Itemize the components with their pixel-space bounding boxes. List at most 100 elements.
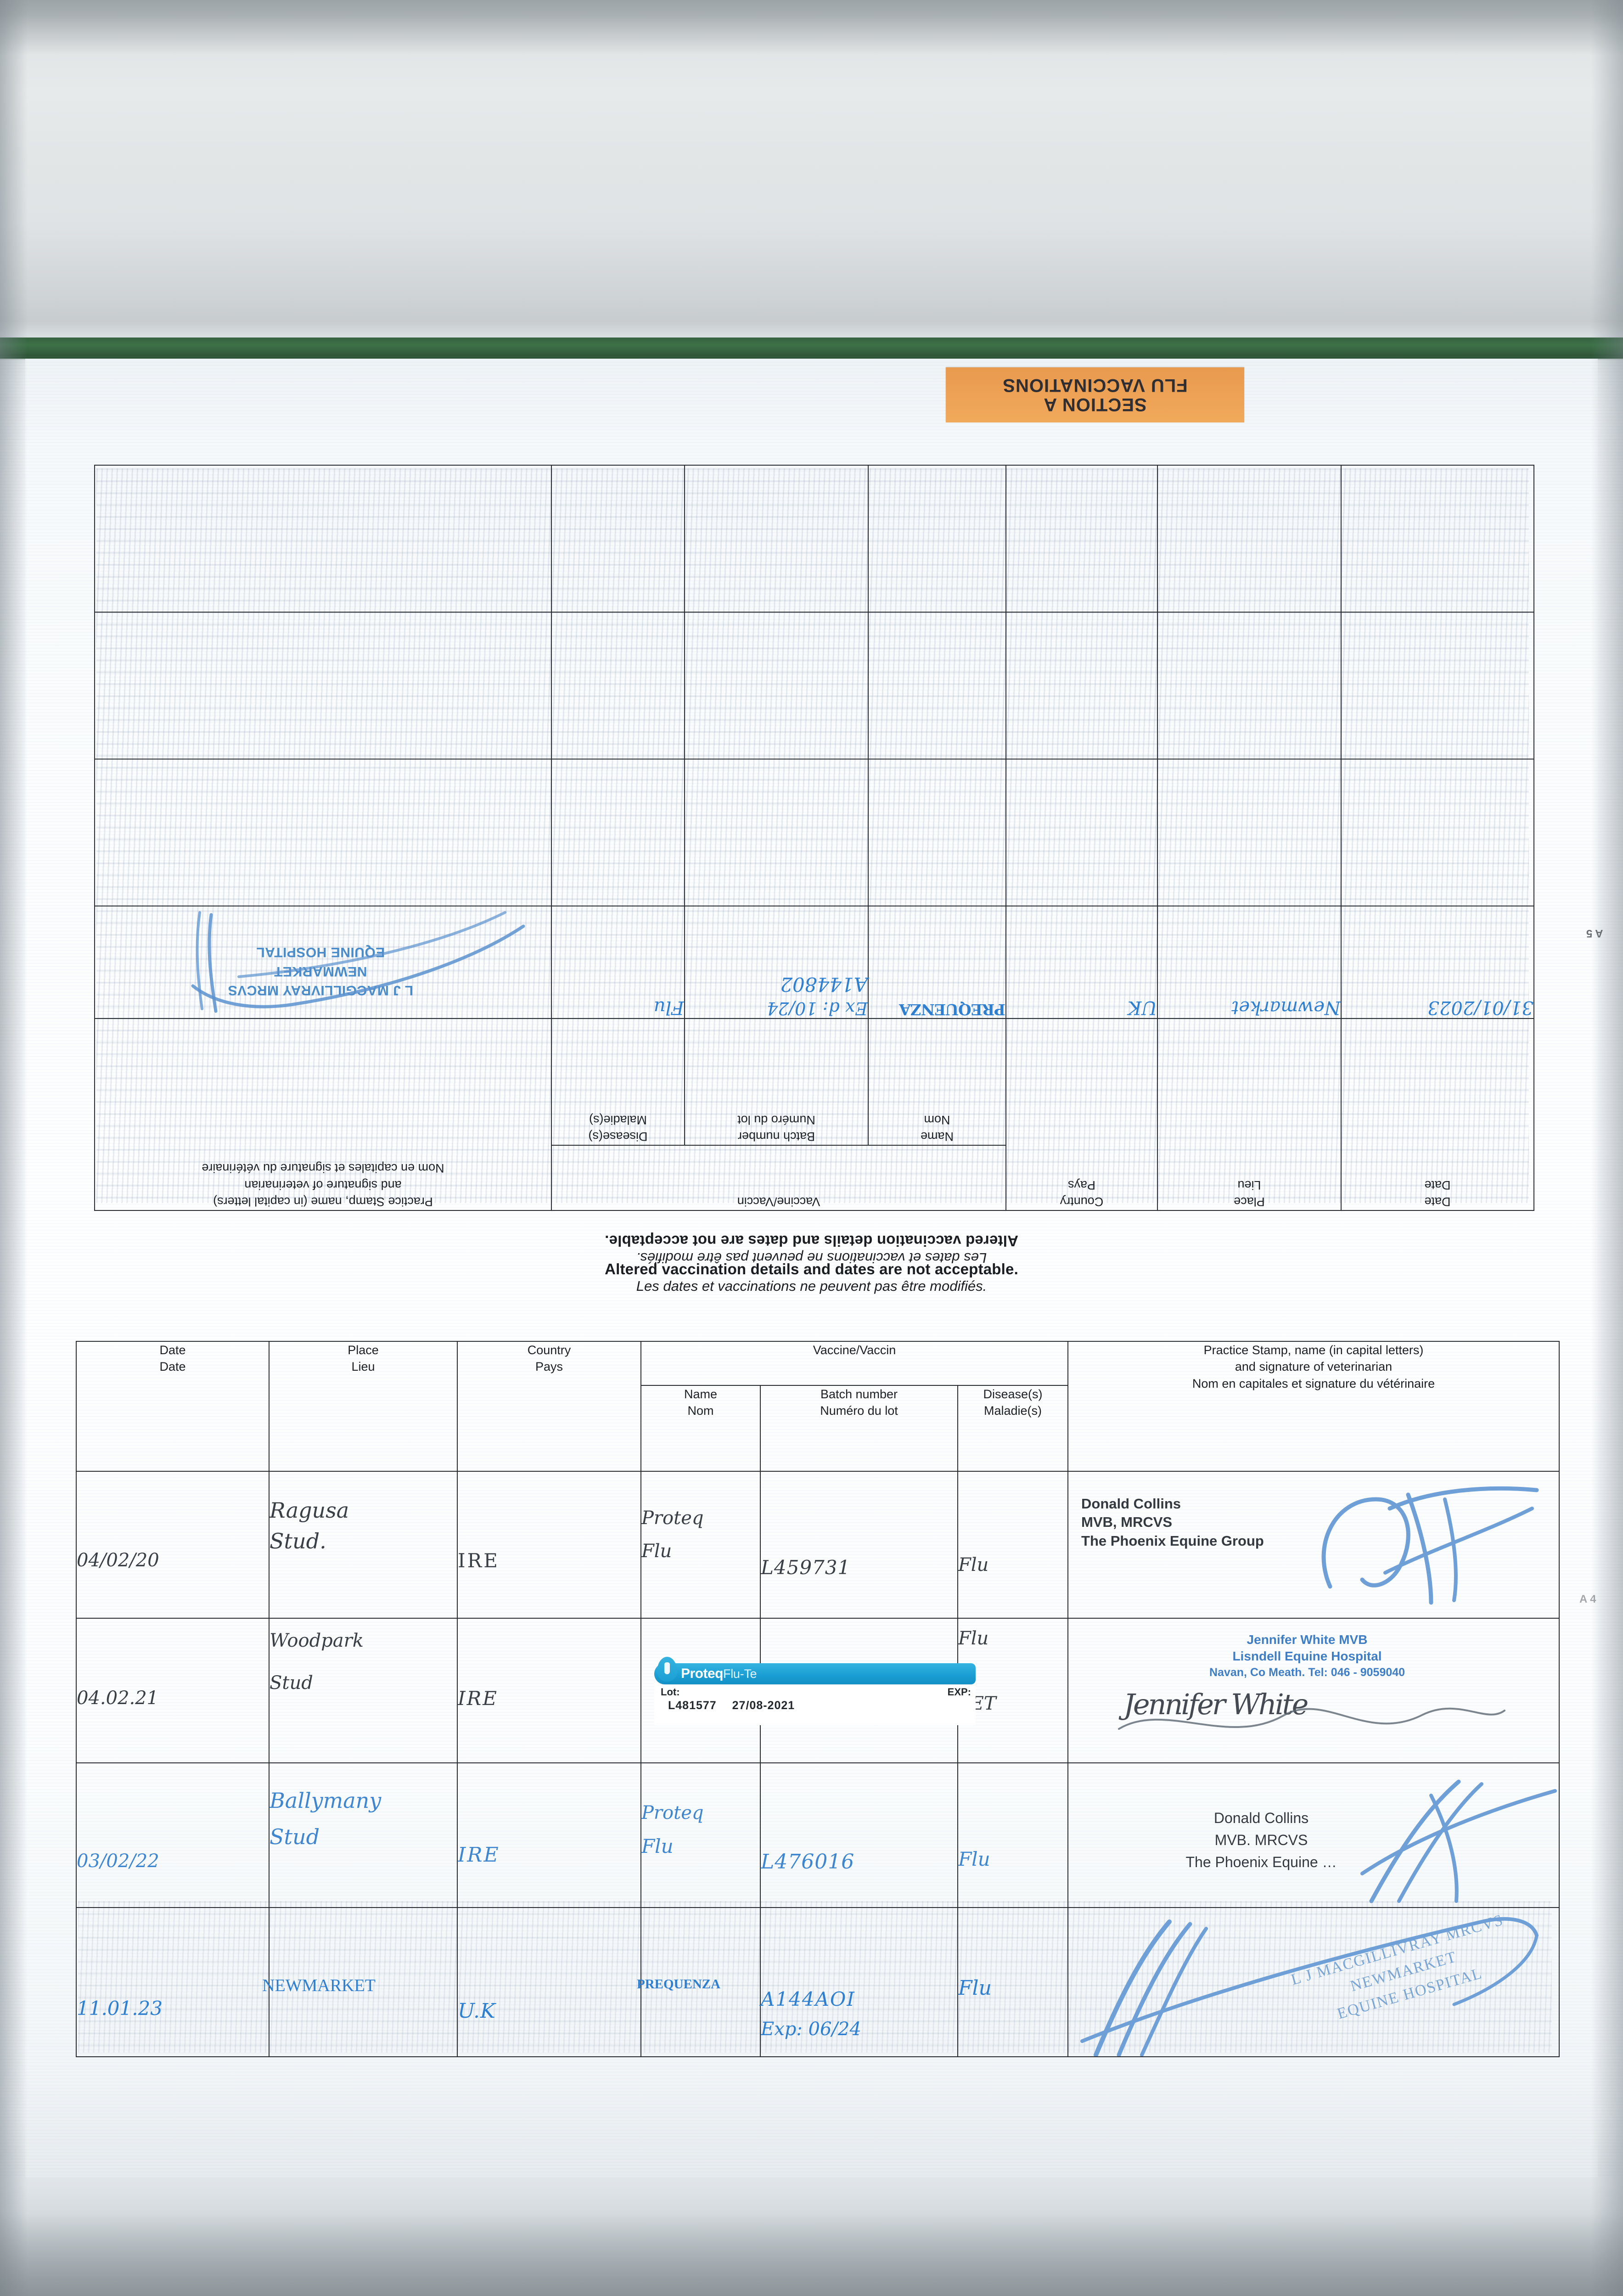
- cell-batch: L476016: [760, 1762, 958, 1908]
- table-row: 11.01.23 NEWMARKET U.K PREQUENZA A144AOI…: [76, 1907, 1560, 2057]
- table-row: 03/02/22 Ballymany Stud IRE Proteq Flu L…: [76, 1762, 1560, 1908]
- top-shadow: [0, 0, 1623, 55]
- header-country: Country Pays: [1006, 1019, 1158, 1210]
- warning-text-upside-down: Les dates et vaccinations ne peuvent pas…: [605, 1232, 1018, 1266]
- right-edge-shadow: [1591, 0, 1623, 2296]
- cell-date: 04/02/20: [76, 1471, 270, 1619]
- vaccine-sticker: Proteq Flu-Te Lot: EXP: L481577 27/08-20…: [654, 1657, 976, 1725]
- stamp-text: L J MACGILLIVRAY MRCVS NEWMARKET EQUINE …: [1289, 1911, 1505, 2022]
- section-tab-line1: SECTION A: [1043, 394, 1147, 415]
- cell-country: U.K: [457, 1907, 641, 2057]
- cell-country: IRE: [457, 1762, 641, 1908]
- sticker-labels: Lot: EXP:: [654, 1684, 976, 1698]
- bottom-shadow: [0, 2213, 1623, 2296]
- header-vaccine-group: Vaccine/Vaccin: [551, 1145, 1006, 1210]
- cell-vaccine-name: Proteq Flu: [640, 1471, 761, 1619]
- cell-place: Newmarket: [1157, 906, 1342, 1019]
- warning-text: Altered vaccination details and dates ar…: [605, 1261, 1018, 1294]
- header-practice-stamp: Practice Stamp, name (in capital letters…: [95, 1019, 551, 1210]
- header-country: Country Pays: [457, 1341, 641, 1472]
- cell-place: NEWMARKET: [262, 1907, 458, 2057]
- header-disease: Disease(s) Maladie(s): [551, 1019, 685, 1146]
- sticker-product: Flu-Te: [723, 1666, 757, 1681]
- cell-practice-stamp: Donald Collins MVB, MRCVS The Phoenix Eq…: [1067, 1471, 1560, 1619]
- veterinarian-signature: [1321, 1486, 1539, 1605]
- header-vaccine-group: Vaccine/Vaccin: [640, 1341, 1069, 1386]
- cell-disease: Flu: [957, 1907, 1069, 2057]
- cell-practice-stamp: [95, 612, 551, 759]
- header-disease: Disease(s) Maladie(s): [957, 1384, 1069, 1472]
- cell-practice-stamp: [95, 759, 551, 906]
- cell-disease: [551, 465, 685, 612]
- cell-disease: Flu: [551, 906, 685, 1019]
- cell-vaccine-name: PREQUENZA: [637, 1907, 761, 2057]
- stamp-text: Donald Collins MVB. MRCVS The Phoenix Eq…: [1185, 1810, 1337, 1870]
- cell-date: [1341, 759, 1534, 906]
- cell-country: [1006, 759, 1158, 906]
- sticker-brand-bar: Proteq Flu-Te: [654, 1657, 976, 1684]
- cell-batch: Ex d: 10/24 A144802: [685, 906, 869, 1019]
- cell-disease: Flu: [957, 1762, 1069, 1908]
- cell-place: [1157, 465, 1342, 612]
- cell-place: [1157, 612, 1342, 759]
- table-row: [95, 612, 1534, 759]
- cell-country: IRE: [457, 1618, 641, 1763]
- page-mark-bottom: A 4: [1579, 1593, 1596, 1605]
- sticker-values: L481577 27/08-2021: [654, 1698, 976, 1712]
- cell-place: [1157, 759, 1342, 906]
- cell-practice-stamp: L J MACGILLIVRAY MRCVS NEWMARKET EQUINE …: [1067, 1907, 1560, 2057]
- header-vaccine-name: Name Nom: [640, 1384, 761, 1472]
- cell-vaccine-name: [868, 759, 1006, 906]
- cell-date: 04.02.21: [76, 1618, 270, 1763]
- sticker-exp-label: EXP:: [947, 1686, 971, 1698]
- cell-date: 11.01.23: [76, 1907, 270, 2057]
- cell-country: [1006, 612, 1158, 759]
- green-ink-band: [0, 338, 1623, 360]
- cell-vaccine-name: [868, 465, 1006, 612]
- cell-vaccine-name: [868, 612, 1006, 759]
- stamp-text: Donald Collins MVB, MRCVS The Phoenix Eq…: [1081, 1496, 1264, 1549]
- cell-disease: Flu: [957, 1471, 1069, 1619]
- cell-date: [1341, 612, 1534, 759]
- left-edge-shadow: [0, 0, 28, 2296]
- cell-batch: A144AOI Exp: 06/24: [760, 1907, 958, 2057]
- header-place: Place Lieu: [269, 1341, 458, 1472]
- cell-place: Ballymany Stud: [269, 1762, 458, 1908]
- header-date: Date Date: [76, 1341, 270, 1472]
- stamp-text: Jennifer White MVB Lisndell Equine Hospi…: [1209, 1632, 1405, 1679]
- header-batch-number: Batch number Numéro du lot: [760, 1384, 958, 1472]
- cell-date: 03/02/22: [76, 1762, 270, 1908]
- signature-text: Jennifer White: [1123, 1688, 1309, 1721]
- vaccination-table-upside-down: Date Date Place Lieu Country Pays Vaccin…: [94, 465, 1534, 1211]
- cell-practice-stamp: L J MACGILLIVRAY MRCVS NEWMARKET EQUINE …: [95, 906, 551, 1019]
- cell-date: [1341, 465, 1534, 612]
- header-practice-stamp: Practice Stamp, name (in capital letters…: [1067, 1341, 1560, 1472]
- table-subheader-row: Name Nom Batch number Numéro du lot Dise…: [76, 1384, 1559, 1472]
- cell-disease: [551, 612, 685, 759]
- table-row: [95, 759, 1534, 906]
- table-row: 31/01/2023 Newmarket UK PREQUENZA Ex d: …: [95, 906, 1534, 1019]
- cell-place: Ragusa Stud.: [269, 1471, 458, 1619]
- cell-place: Woodpark Stud: [269, 1618, 458, 1763]
- cell-vaccine-name: Proteq Flu: [640, 1762, 761, 1908]
- cell-date: 31/01/2023: [1341, 906, 1534, 1019]
- header-date: Date Date: [1341, 1019, 1534, 1210]
- cell-practice-stamp: [95, 465, 551, 612]
- header-vaccine-name: Name Nom: [868, 1019, 1006, 1146]
- stamp-text: L J MACGILLIVRAY MRCVS NEWMARKET EQUINE …: [228, 945, 413, 998]
- droplet-icon: [657, 1657, 677, 1682]
- cell-batch: [685, 465, 869, 612]
- cell-practice-stamp: Donald Collins MVB. MRCVS The Phoenix Eq…: [1067, 1762, 1560, 1908]
- sticker-brand: Proteq: [681, 1666, 724, 1681]
- table-row: 04.02.21 Woodpark Stud IRE Flu + TET: [76, 1618, 1560, 1763]
- cell-vaccine-name: PREQUENZA: [868, 906, 1006, 1019]
- header-batch-number: Batch number Numéro du lot: [685, 1019, 869, 1146]
- sticker-lot-label: Lot:: [661, 1686, 680, 1698]
- table-top-header-row: Date Date Place Lieu Country Pays Vaccin…: [95, 1019, 1534, 1210]
- cell-disease: [551, 759, 685, 906]
- cell-batch: L459731: [760, 1471, 958, 1619]
- section-tab: SECTION A FLU VACCINATIONS: [946, 367, 1244, 422]
- table-row: 04/02/20 Ragusa Stud. IRE Proteq Flu L45…: [76, 1471, 1560, 1619]
- section-tab-line2: FLU VACCINATIONS: [1002, 375, 1188, 395]
